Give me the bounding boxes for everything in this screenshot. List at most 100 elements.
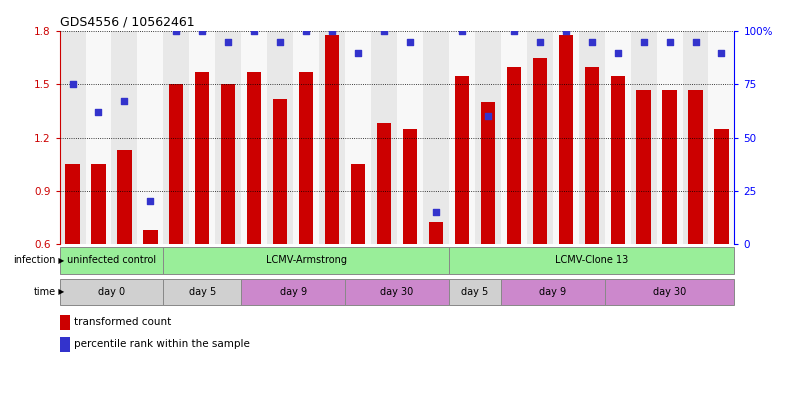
Bar — [657, 31, 683, 244]
Point — [326, 28, 338, 35]
Text: percentile rank within the sample: percentile rank within the sample — [75, 339, 250, 349]
Bar — [222, 84, 235, 244]
Bar — [637, 90, 651, 244]
Point — [403, 39, 416, 45]
Point — [222, 39, 235, 45]
Bar — [299, 72, 314, 244]
Text: ▶: ▶ — [56, 287, 64, 296]
Text: LCMV-Armstrong: LCMV-Armstrong — [266, 255, 347, 265]
Bar — [403, 129, 417, 244]
Bar — [480, 102, 495, 244]
Bar — [60, 31, 86, 244]
Point — [689, 39, 702, 45]
Bar — [118, 150, 132, 244]
Point — [300, 28, 313, 35]
Point — [144, 198, 156, 204]
Point — [456, 28, 468, 35]
Text: day 5: day 5 — [189, 287, 216, 297]
Bar — [526, 31, 553, 244]
Bar — [345, 279, 449, 305]
Bar — [215, 31, 241, 244]
Bar — [319, 31, 345, 244]
Text: GDS4556 / 10562461: GDS4556 / 10562461 — [60, 16, 195, 29]
Bar — [449, 279, 501, 305]
Bar — [708, 31, 734, 244]
Bar — [501, 279, 605, 305]
Text: day 30: day 30 — [653, 287, 686, 297]
Bar — [268, 31, 293, 244]
Bar — [683, 31, 708, 244]
Text: transformed count: transformed count — [75, 317, 172, 327]
Bar — [423, 31, 449, 244]
Bar — [553, 31, 579, 244]
Bar — [715, 129, 729, 244]
Text: day 5: day 5 — [461, 287, 488, 297]
Bar — [60, 315, 70, 330]
Bar — [377, 123, 391, 244]
Point — [507, 28, 520, 35]
Bar — [455, 75, 469, 244]
Text: infection: infection — [13, 255, 56, 265]
Bar — [501, 31, 526, 244]
Bar — [605, 31, 630, 244]
Bar — [195, 72, 210, 244]
Point — [611, 50, 624, 56]
Bar — [169, 84, 183, 244]
Text: day 9: day 9 — [539, 287, 566, 297]
Point — [663, 39, 676, 45]
Bar — [630, 31, 657, 244]
Point — [534, 39, 546, 45]
Bar — [605, 279, 734, 305]
Bar — [164, 279, 241, 305]
Bar — [60, 337, 70, 352]
Bar — [429, 222, 443, 244]
Bar — [241, 31, 268, 244]
Point — [248, 28, 260, 35]
Point — [274, 39, 287, 45]
Point — [585, 39, 598, 45]
Bar — [559, 35, 572, 244]
Bar — [351, 164, 365, 244]
Point — [430, 209, 442, 215]
Bar — [688, 90, 703, 244]
Bar — [579, 31, 605, 244]
Point — [715, 50, 728, 56]
Point — [170, 28, 183, 35]
Bar — [65, 164, 79, 244]
Text: ▶: ▶ — [56, 256, 64, 265]
Bar — [662, 90, 676, 244]
Bar — [397, 31, 423, 244]
Bar — [449, 31, 475, 244]
Text: uninfected control: uninfected control — [67, 255, 156, 265]
Text: LCMV-Clone 13: LCMV-Clone 13 — [555, 255, 628, 265]
Bar — [137, 31, 164, 244]
Bar — [293, 31, 319, 244]
Bar — [325, 35, 339, 244]
Text: time: time — [33, 287, 56, 297]
Bar — [164, 247, 449, 274]
Bar — [533, 58, 547, 244]
Bar — [611, 75, 625, 244]
Bar — [164, 31, 189, 244]
Bar — [449, 247, 734, 274]
Bar — [345, 31, 371, 244]
Bar — [91, 164, 106, 244]
Point — [378, 28, 391, 35]
Bar — [86, 31, 111, 244]
Point — [66, 81, 79, 88]
Bar — [584, 67, 599, 244]
Point — [560, 28, 572, 35]
Text: day 9: day 9 — [279, 287, 306, 297]
Bar — [273, 99, 287, 244]
Point — [118, 98, 131, 105]
Bar — [60, 279, 164, 305]
Point — [196, 28, 209, 35]
Bar — [189, 31, 215, 244]
Point — [92, 109, 105, 115]
Point — [352, 50, 364, 56]
Bar — [143, 230, 157, 244]
Bar — [241, 279, 345, 305]
Text: day 30: day 30 — [380, 287, 414, 297]
Bar — [507, 67, 521, 244]
Bar — [60, 247, 164, 274]
